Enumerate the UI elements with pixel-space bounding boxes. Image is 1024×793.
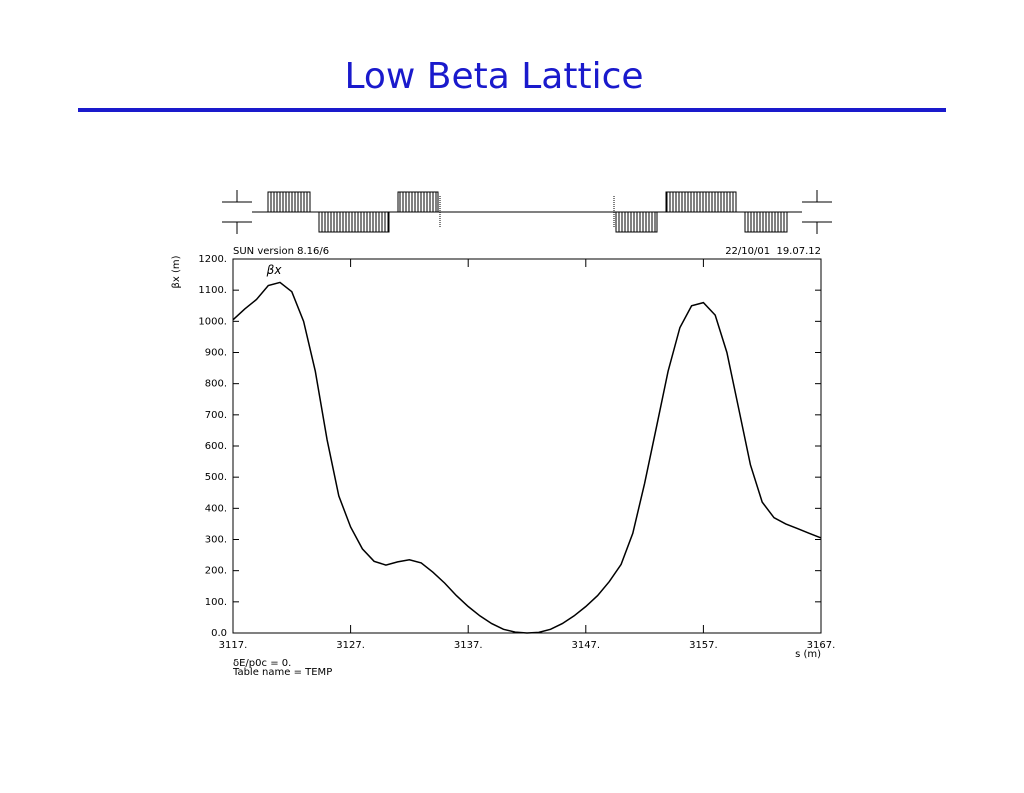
y-tick-label: 1100.: [198, 285, 227, 296]
x-tick-label: 3167.: [807, 640, 836, 651]
x-tick-label: 3137.: [454, 640, 483, 651]
plot-frame: [232, 258, 822, 634]
y-tick-label: 500.: [205, 472, 227, 483]
x-tick-label: 3127.: [336, 640, 365, 651]
y-tick-label: 800.: [205, 379, 227, 390]
lattice-diagram: [222, 190, 832, 234]
x-tick-label: 3157.: [689, 640, 718, 651]
x-axis-label: s (m): [795, 649, 821, 660]
title-rule: [78, 108, 946, 112]
y-tick-label: 0.0: [211, 628, 227, 639]
y-axis-label: βx (m): [171, 255, 182, 288]
header-left: SUN version 8.16/6: [233, 246, 329, 257]
beta-curve: [232, 281, 822, 634]
y-tick-label: 1200.: [198, 254, 227, 265]
y-tick-label: 900.: [205, 348, 227, 359]
slide-title: Low Beta Lattice: [344, 56, 643, 97]
y-tick-label: 400.: [205, 503, 227, 514]
series-label: βx: [266, 263, 283, 277]
x-tick-label: 3147.: [571, 640, 600, 651]
header-right: 22/10/01 19.07.12: [725, 246, 821, 257]
y-tick-label: 600.: [205, 441, 227, 452]
y-tick-label: 100.: [205, 597, 227, 608]
x-tick-label: 3117.: [219, 640, 248, 651]
y-tick-label: 1000.: [198, 316, 227, 327]
y-tick-label: 700.: [205, 410, 227, 421]
footer-line: δE/p0c = 0.: [233, 658, 291, 669]
y-tick-label: 200.: [205, 566, 227, 577]
y-tick-label: 300.: [205, 535, 227, 546]
footer-line: Table name = TEMP: [232, 667, 332, 678]
